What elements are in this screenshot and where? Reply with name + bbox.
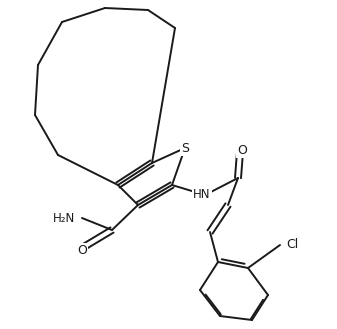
Text: O: O — [77, 243, 87, 257]
Text: S: S — [181, 141, 189, 155]
Text: H₂N: H₂N — [53, 212, 75, 224]
Text: HN: HN — [193, 189, 211, 201]
Text: Cl: Cl — [286, 239, 298, 251]
Text: O: O — [237, 144, 247, 158]
